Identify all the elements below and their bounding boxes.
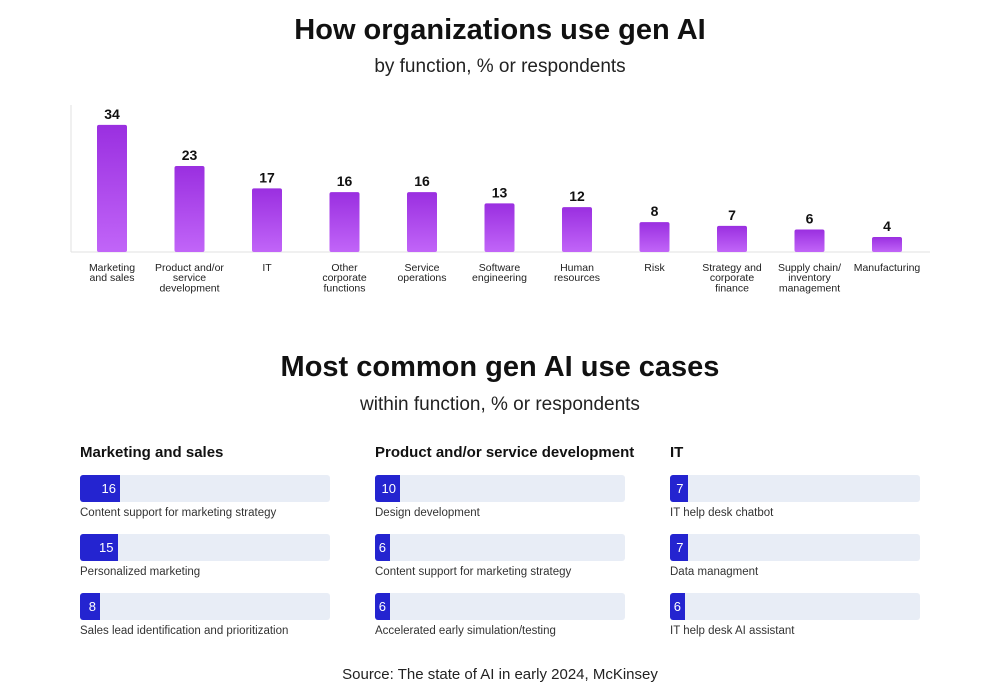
bar-fill: 7 [670,534,688,561]
data-label: 4 [883,218,891,234]
category-label: Supply chain/ [778,262,841,274]
bar-fill: 7 [670,475,688,502]
bar [407,192,437,252]
bar [97,124,127,252]
use-case-label: IT help desk chatbot [670,507,774,519]
use-case-row: 6 IT help desk AI assistant [670,593,920,653]
use-case-label: IT help desk AI assistant [670,625,795,637]
category-label: development [159,282,219,294]
bar-track: 6 [375,534,625,561]
category-label: corporate [710,272,755,284]
use-case-row: 8 Sales lead identification and prioritiz… [80,593,330,653]
use-cases-title: Most common gen AI use cases [280,351,720,383]
category-label: Product and/or [155,262,224,274]
data-label: 13 [492,184,508,200]
bar-fill: 8 [80,593,100,620]
bar-fill: 6 [375,534,390,561]
bar-track: 7 [670,475,920,502]
category-label: inventory [788,272,831,284]
category-label: Software [479,262,521,274]
data-label: 23 [182,147,198,163]
chart-subtitle: by function, % or respondents [374,56,626,77]
bar-track: 7 [670,534,920,561]
use-case-label: Sales lead identification and prioritiza… [80,625,289,637]
category-label: IT [262,262,272,274]
category-label: resources [554,272,600,284]
bar [252,188,282,252]
category-label: Other [331,262,358,274]
bar [794,229,825,252]
data-label: 16 [414,173,430,189]
bar-fill: 6 [670,593,685,620]
bar-fill: 6 [375,593,390,620]
use-case-label: Content support for marketing strategy [375,566,572,578]
use-case-row: 16 Content support for marketing strategy [80,475,330,535]
data-label: 12 [569,188,585,204]
use-case-label: Personalized marketing [80,566,201,578]
data-label: 8 [651,203,659,219]
bar-fill: 16 [80,475,120,502]
category-label: Manufacturing [854,262,921,274]
group-title: Product and/or service development [375,444,635,461]
category-label: operations [397,272,446,284]
use-cases-subtitle: within function, % or respondents [360,394,640,415]
data-label: 34 [104,106,120,122]
group-title: IT [670,444,684,461]
bar-track: 6 [375,593,625,620]
category-label: Strategy and [702,262,762,274]
use-case-row: 6 Accelerated early simulation/testing [375,593,625,653]
bar [562,207,592,252]
source-note: Source: The state of AI in early 2024, M… [342,666,658,683]
use-case-label: Content support for marketing strategy [80,507,277,519]
use-case-label: Design development [375,507,480,519]
category-label: management [779,282,840,294]
use-case-label: Accelerated early simulation/testing [375,625,556,637]
data-label: 17 [259,169,275,185]
use-case-row: 15 Personalized marketing [80,534,330,594]
chart-title: How organizations use gen AI [294,14,706,46]
group-title: Marketing and sales [80,444,224,461]
bar-track: 8 [80,593,330,620]
bar [329,192,360,252]
bar [174,165,205,252]
category-label: Marketing [89,262,135,274]
category-label: Service [404,262,439,274]
bar-track: 15 [80,534,330,561]
bar-track: 6 [670,593,920,620]
use-case-row: 10 Design development [375,475,625,535]
data-label: 16 [337,173,353,189]
bar [717,225,747,252]
use-case-row: 7 IT help desk chatbot [670,475,920,535]
data-label: 6 [806,211,814,227]
data-label: 7 [728,207,736,223]
use-case-row: 7 Data managment [670,534,920,594]
bar-fill: 15 [80,534,118,561]
category-label: Human [560,262,594,274]
use-case-label: Data managment [670,566,759,578]
category-label: corporate [322,272,367,284]
bar-fill: 10 [375,475,400,502]
bar [872,237,902,252]
category-label: Risk [644,262,665,274]
bar-track: 10 [375,475,625,502]
bar [484,203,515,252]
category-label: service [173,272,206,284]
category-label: functions [323,282,365,294]
bar [639,222,670,252]
use-case-row: 6 Content support for marketing strategy [375,534,625,594]
bar-track: 16 [80,475,330,502]
category-label: and sales [90,272,135,284]
category-label: finance [715,282,749,294]
category-label: engineering [472,272,527,284]
